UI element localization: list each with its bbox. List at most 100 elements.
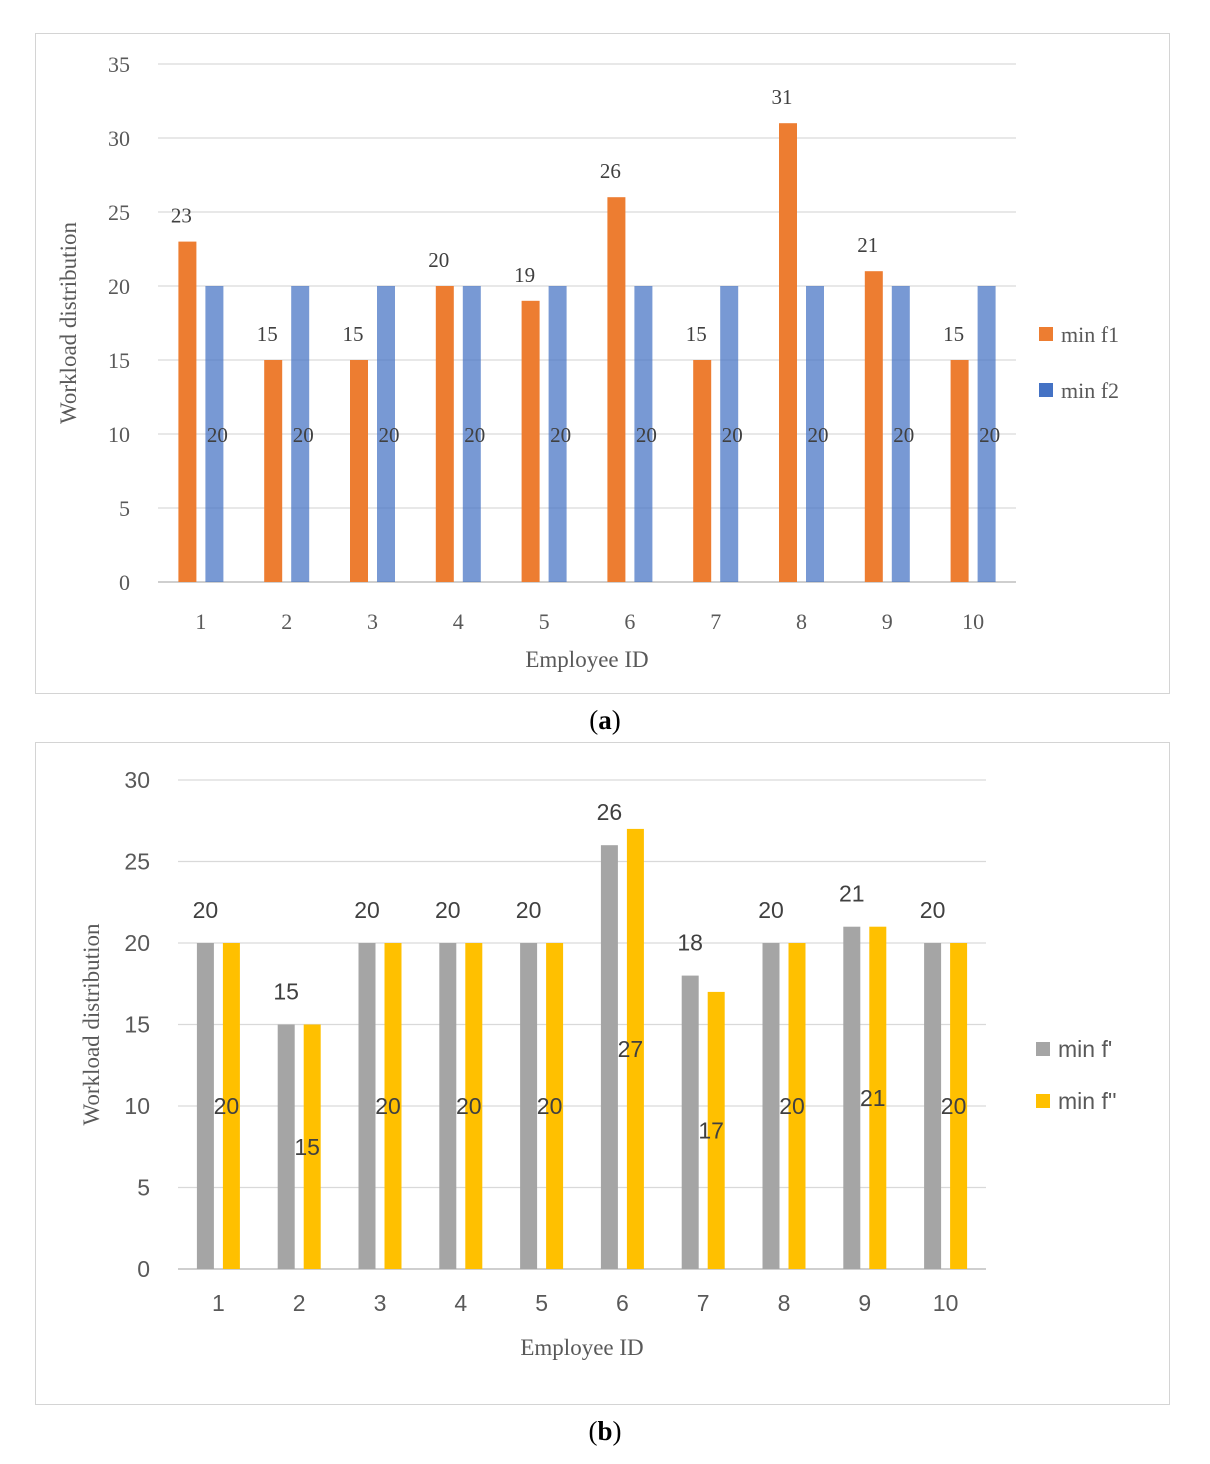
bar-b-s2-2 [303,1024,321,1269]
data-label-a-s2-2: 20 [293,423,314,447]
y-tick-label-b-15: 15 [124,1012,150,1038]
bar-chart-b: 0 5 10 15 20 25 30 20 20 1 15 15 2 20 20 3 20 20 4 20 20 5 26 2… [79,767,1117,1360]
bar-b-s2-6 [626,828,644,1269]
y-tick-label-b-20: 20 [124,930,150,956]
y-axis-title-b: Workload distribution [79,923,104,1125]
x-axis-title-b: Employee ID [520,1335,643,1360]
x-tick-label-b-2: 2 [293,1290,306,1316]
data-label-b-s2-2: 15 [294,1134,320,1160]
data-label-a-s2-1: 20 [207,423,228,447]
data-label-a-s1-4: 20 [428,248,449,272]
bar-b-s2-1 [222,943,240,1269]
bar-a-s2-5 [548,286,567,582]
bar-b-s1-1 [196,943,214,1269]
y-tick-label-b-5: 5 [137,1175,150,1201]
y-tick-label-a-20: 20 [108,274,130,299]
bar-a-s1-4 [435,286,454,582]
y-tick-label-b-25: 25 [124,849,150,875]
data-label-b-s2-5: 20 [537,1093,563,1119]
bar-b-s2-9 [869,926,887,1269]
bar-b-s1-10 [924,943,942,1269]
legend-label-a-2: min f2 [1061,378,1119,403]
data-label-a-s1-7: 15 [686,322,707,346]
legend-swatch-b-2 [1036,1094,1050,1108]
bar-b-s2-3 [384,943,402,1269]
bar-a-s1-3 [350,360,368,582]
legend-label-b-2: min f'' [1058,1088,1117,1114]
legend-label-b-1: min f' [1058,1036,1112,1062]
bar-a-s1-6 [607,197,626,582]
data-label-a-s1-10: 15 [943,322,964,346]
chart-panel-b: 0 5 10 15 20 25 30 20 20 1 15 15 2 20 20 3 20 20 4 20 20 5 26 2… [35,742,1170,1405]
bar-a-s1-8 [779,123,797,582]
x-tick-label-a-5: 5 [539,609,550,634]
caption-a-close: ) [611,705,621,735]
x-axis-title-a: Employee ID [525,647,648,672]
bar-b-s1-8 [762,943,780,1269]
bar-a-s2-9 [891,286,910,582]
bar-a-s1-10 [950,360,969,582]
bar-b-s1-6 [600,845,618,1269]
y-tick-label-a-15: 15 [108,348,130,373]
data-label-b-s1-5: 20 [516,897,542,923]
data-label-b-s2-6: 27 [618,1036,644,1062]
bar-chart-a: 0 5 10 15 20 25 30 35 23 20 1 15 20 2 15 20 3 20 20 4 19 20 5 2… [56,52,1119,672]
bar-a-s2-4 [462,286,481,582]
x-tick-label-a-4: 4 [453,609,464,634]
x-tick-label-a-9: 9 [882,609,893,634]
bar-a-s2-7 [720,286,739,582]
caption-a: (a) [0,705,1210,736]
bar-a-s2-2 [291,286,310,582]
data-label-a-s2-8: 20 [808,423,829,447]
bar-b-s1-5 [520,943,538,1269]
data-label-a-s1-6: 26 [600,159,621,183]
bar-a-s1-7 [693,360,712,582]
data-label-b-s2-7: 17 [698,1117,724,1143]
y-tick-label-b-30: 30 [124,767,150,793]
y-tick-label-a-30: 30 [108,126,130,151]
x-tick-label-a-7: 7 [710,609,721,634]
bar-a-s2-8 [806,286,824,582]
data-label-b-s2-10: 20 [941,1093,967,1119]
data-label-b-s1-10: 20 [920,897,946,923]
caption-b-letter: b [597,1416,613,1446]
data-label-b-s2-9: 21 [860,1085,886,1111]
data-label-b-s2-1: 20 [214,1093,240,1119]
data-label-b-s1-7: 18 [677,930,703,956]
x-tick-label-a-3: 3 [367,609,378,634]
data-label-b-s2-3: 20 [375,1093,401,1119]
y-tick-label-a-35: 35 [108,52,130,77]
bar-b-s2-4 [465,943,483,1269]
x-tick-label-b-10: 10 [933,1290,959,1316]
bar-a-s2-6 [634,286,653,582]
data-label-b-s1-6: 26 [597,799,623,825]
legend-swatch-a-1 [1039,327,1053,341]
data-label-a-s1-5: 19 [514,263,535,287]
data-label-a-s1-9: 21 [857,233,878,257]
x-tick-label-a-1: 1 [195,609,206,634]
bar-a-s1-1 [178,241,197,582]
data-label-b-s1-1: 20 [193,897,219,923]
x-tick-label-a-6: 6 [624,609,635,634]
caption-a-letter: a [598,705,612,735]
legend-swatch-a-2 [1039,383,1053,397]
data-label-b-s2-4: 20 [456,1093,482,1119]
y-axis-title-a: Workload distribution [56,222,81,424]
caption-b: (b) [0,1416,1210,1447]
y-tick-label-b-10: 10 [124,1093,150,1119]
data-label-a-s2-10: 20 [979,423,1000,447]
bar-a-s1-9 [864,271,883,582]
bar-a-s2-3 [377,286,395,582]
caption-a-open: ( [589,705,599,735]
bar-b-s1-2 [277,1024,295,1269]
bar-b-s1-9 [843,926,861,1269]
data-label-a-s2-3: 20 [379,423,400,447]
x-tick-label-b-4: 4 [454,1290,467,1316]
legend-swatch-b-1 [1036,1042,1050,1056]
data-label-a-s1-2: 15 [257,322,278,346]
bar-a-s2-10 [977,286,996,582]
x-tick-label-b-8: 8 [778,1290,791,1316]
x-tick-label-b-6: 6 [616,1290,629,1316]
x-tick-label-a-2: 2 [281,609,292,634]
caption-b-close: ) [612,1416,622,1446]
